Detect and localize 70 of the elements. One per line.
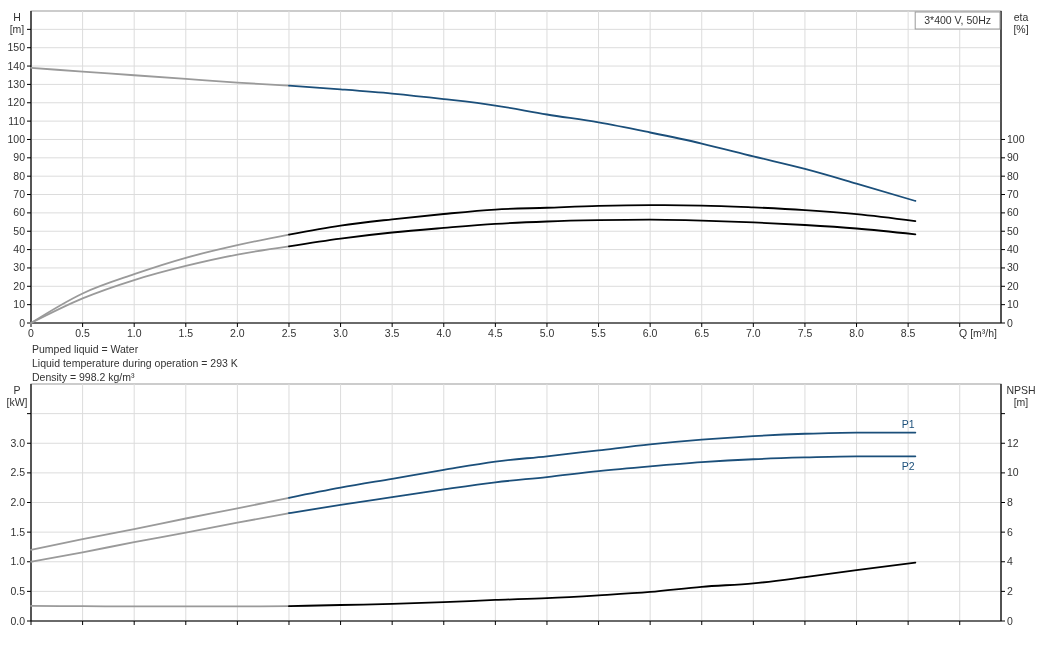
y-axis-title: H [m] — [9, 11, 25, 35]
x-tick-label: 4.0 — [436, 327, 452, 339]
x-tick-label: 8.5 — [900, 327, 916, 339]
x-tick-label: 0 — [28, 327, 35, 339]
x-tick-label: 8.0 — [849, 327, 864, 339]
x-tick-label: 2.0 — [230, 327, 245, 339]
y-tick-label: 60 — [13, 206, 26, 219]
y2-tick-label: 80 — [1007, 169, 1019, 182]
y2-tick-label: 6 — [1007, 525, 1013, 538]
y-tick-label: 0.0 — [10, 614, 26, 627]
y2-tick-label: 70 — [1007, 188, 1019, 201]
y2-tick-label: 12 — [1007, 436, 1019, 449]
chart-title: 3*400 V, 50Hz — [924, 14, 991, 26]
y-tick-label: 120 — [7, 96, 26, 109]
y2-tick-label: 60 — [1007, 206, 1019, 219]
x-axis-title: Q [m³/h] — [959, 327, 998, 339]
y-tick-label: 0 — [19, 316, 26, 329]
x-tick-label: 7.0 — [746, 327, 761, 339]
x-tick-label: 2.5 — [281, 327, 297, 339]
y-tick-label: 1.5 — [10, 525, 26, 538]
y-tick-label: 2.5 — [10, 466, 26, 479]
y-tick-label: 80 — [13, 169, 26, 182]
y-tick-label: 0.5 — [10, 584, 26, 597]
x-tick-label: 4.5 — [488, 327, 503, 339]
x-tick-label: 6.5 — [694, 327, 710, 339]
y2-tick-label: 30 — [1007, 261, 1019, 274]
text: Pumped liquid = Water — [32, 343, 139, 355]
y-tick-label: 10 — [13, 298, 26, 311]
y-tick-label: 20 — [13, 279, 26, 292]
x-tick-label: 1.5 — [178, 327, 194, 339]
y-tick-label: 40 — [13, 243, 26, 256]
y-tick-label: 1.0 — [10, 555, 26, 568]
y2-tick-label: 50 — [1007, 224, 1019, 237]
y2-tick-label: 20 — [1007, 279, 1019, 292]
y-tick-label: 70 — [13, 188, 26, 201]
x-tick-label: 3.5 — [384, 327, 400, 339]
text: Liquid temperature during operation = 293 K — [32, 357, 238, 369]
x-tick-label: 3.0 — [333, 327, 349, 339]
y2-tick-label: 4 — [1007, 555, 1013, 568]
x-tick-label: 5.0 — [539, 327, 555, 339]
text: Density = 998.2 kg/m³ — [32, 371, 135, 383]
y-tick-label: 90 — [13, 151, 26, 164]
y-tick-label: 140 — [7, 59, 26, 72]
y-tick-label: 3.0 — [10, 436, 26, 449]
x-tick-label: 6.0 — [642, 327, 658, 339]
y2-tick-label: 0 — [1007, 614, 1013, 627]
y2-tick-label: 90 — [1007, 151, 1019, 164]
y-tick-label: 50 — [13, 224, 26, 237]
y2-axis-title: NPSH [m] — [1006, 384, 1036, 408]
x-tick-label: 7.5 — [797, 327, 813, 339]
y-tick-label: 110 — [8, 114, 26, 127]
y-tick-label: 130 — [7, 77, 26, 90]
y2-axis-title: eta [%] — [1013, 11, 1029, 35]
y-axis-title: P [kW] — [6, 384, 28, 408]
y2-tick-label: 8 — [1007, 496, 1013, 508]
x-tick-label: 0.5 — [75, 327, 91, 339]
annotation: P2 — [901, 460, 915, 473]
y-tick-label: 2.0 — [10, 496, 26, 508]
x-tick-label: 1.0 — [126, 327, 142, 339]
y-tick-label: 30 — [13, 261, 26, 274]
y2-tick-label: 100 — [1007, 132, 1025, 145]
y2-tick-label: 10 — [1007, 298, 1019, 311]
y2-tick-label: 10 — [1007, 466, 1019, 479]
annotation: P1 — [901, 417, 915, 430]
y2-tick-label: 40 — [1007, 243, 1019, 256]
x-tick-label: 5.5 — [591, 327, 607, 339]
y2-tick-label: 2 — [1007, 584, 1013, 597]
y2-tick-label: 0 — [1007, 316, 1013, 329]
y-tick-label: 150 — [7, 41, 26, 54]
y-tick-label: 100 — [7, 132, 26, 145]
